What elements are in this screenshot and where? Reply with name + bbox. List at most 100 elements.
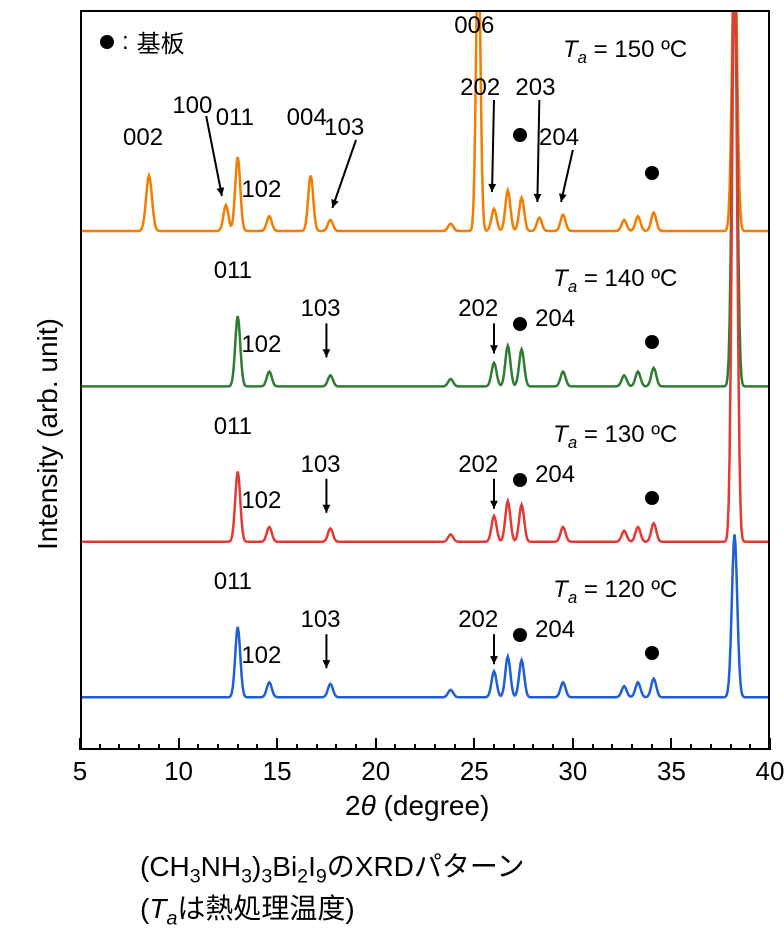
peak-label-103-120: 103: [300, 606, 340, 634]
caption-line1: (CH3NH3)3Bi2I9のXRDパターン: [140, 848, 524, 890]
x-tick: [197, 744, 199, 750]
x-tick: [414, 744, 416, 750]
ta-130-value: 130 ºC: [605, 421, 678, 448]
xrd-plot: [80, 10, 770, 750]
peak-label-011-120: 011: [214, 568, 252, 596]
series-label-150: Ta = 150 ºC: [563, 36, 687, 68]
cap-nh: NH: [201, 851, 241, 882]
peak-label-102-120: 102: [241, 642, 281, 670]
legend-substrate-label: 基板: [137, 24, 185, 59]
cap-paren: ): [252, 851, 261, 882]
substrate-dot-130-b: [645, 491, 659, 505]
substrate-dot-150-b: [645, 166, 659, 180]
peak-label-204-120: 204: [535, 616, 575, 644]
series-label-130: Ta = 130 ºC: [553, 421, 677, 453]
x-tick: [513, 744, 515, 750]
x-tick: [670, 738, 672, 750]
substrate-dot-120-b: [645, 646, 659, 660]
xrd-svg: [82, 12, 770, 750]
x-tick: [454, 744, 456, 750]
x-tick-label: 35: [651, 756, 691, 787]
caption-line2: (Taは熱処理温度): [140, 890, 524, 932]
x-tick: [572, 738, 574, 750]
cap-2: 2: [297, 866, 308, 888]
substrate-dot-120-a: [513, 628, 527, 642]
peak-label-100: 100: [172, 92, 212, 120]
peak-label-004: 004: [287, 104, 327, 132]
x-tick-label: 25: [454, 756, 494, 787]
trace-t120: [82, 534, 770, 697]
x-tick: [769, 738, 771, 750]
cap-33a: 3: [190, 866, 201, 888]
peak-label-204-130: 204: [535, 461, 575, 489]
x-tick: [493, 744, 495, 750]
cap-ch: (CH: [140, 851, 190, 882]
x-tick: [99, 744, 101, 750]
caption: (CH3NH3)3Bi2I9のXRDパターン (Taは熱処理温度): [140, 848, 524, 932]
peak-label-203: 203: [515, 74, 555, 102]
x-tick: [394, 744, 396, 750]
peak-label-204-top: 204: [539, 124, 579, 152]
x-tick: [532, 744, 534, 750]
x-tick: [355, 744, 357, 750]
cap-a: a: [166, 908, 177, 930]
substrate-dot-icon: [100, 35, 114, 49]
ta-140-value: 140 ºC: [605, 265, 678, 292]
cap-open: (: [140, 893, 149, 924]
peak-label-006: 006: [454, 12, 494, 40]
x-tick: [690, 744, 692, 750]
cap-tail1: のXRDパターン: [327, 851, 525, 882]
x-tick: [276, 738, 278, 750]
x-tick-label: 15: [257, 756, 297, 787]
series-label-140: Ta = 140 ºC: [553, 265, 677, 297]
x-tick: [473, 738, 475, 750]
x-tick: [749, 744, 751, 750]
cap-bi: Bi: [272, 851, 297, 882]
peak-label-202-120: 202: [458, 606, 498, 634]
x-tick: [651, 744, 653, 750]
cap-i: I: [308, 851, 316, 882]
substrate-legend: : 基板: [100, 24, 185, 59]
series-label-120: Ta = 120 ºC: [553, 576, 677, 608]
peak-label-103-140: 103: [300, 295, 340, 323]
ta-150-value: 150 ºC: [614, 36, 687, 63]
x-tick-label: 10: [159, 756, 199, 787]
x-tick: [631, 744, 633, 750]
x-tick: [118, 744, 120, 750]
x-tick-label: 20: [356, 756, 396, 787]
cap-3: 3: [261, 866, 272, 888]
x-tick-label: 40: [750, 756, 784, 787]
substrate-dot-130-a: [513, 473, 527, 487]
x-tick: [730, 744, 732, 750]
x-tick: [217, 744, 219, 750]
peak-label-002: 002: [123, 124, 163, 152]
substrate-dot-140-a: [513, 317, 527, 331]
substrate-dot-150-a: [513, 128, 527, 142]
x-tick: [552, 744, 554, 750]
x-tick: [237, 744, 239, 750]
peak-label-011-140: 011: [214, 257, 252, 285]
cap-9: 9: [316, 866, 327, 888]
ta-120-value: 120 ºC: [605, 576, 678, 603]
x-tick: [434, 744, 436, 750]
x-tick: [592, 744, 594, 750]
x-tick: [178, 738, 180, 750]
peak-label-202-130: 202: [458, 451, 498, 479]
x-tick-label: 30: [553, 756, 593, 787]
x-tick: [316, 744, 318, 750]
cap-T: T: [149, 893, 166, 924]
peak-label-011-130: 011: [214, 413, 252, 441]
x-tick: [256, 744, 258, 750]
cap-33b: 3: [241, 866, 252, 888]
peak-label-202-top: 202: [460, 74, 500, 102]
trace-t140: [82, 12, 770, 386]
peak-label-102-130: 102: [241, 487, 281, 515]
x-tick: [710, 744, 712, 750]
peak-label-202-140: 202: [458, 295, 498, 323]
peak-label-103-top: 103: [324, 114, 364, 142]
peak-label-103-130: 103: [300, 451, 340, 479]
x-tick: [296, 744, 298, 750]
x-axis-label: 2θ (degree): [345, 790, 489, 822]
x-tick: [79, 738, 81, 750]
x-tick: [375, 738, 377, 750]
